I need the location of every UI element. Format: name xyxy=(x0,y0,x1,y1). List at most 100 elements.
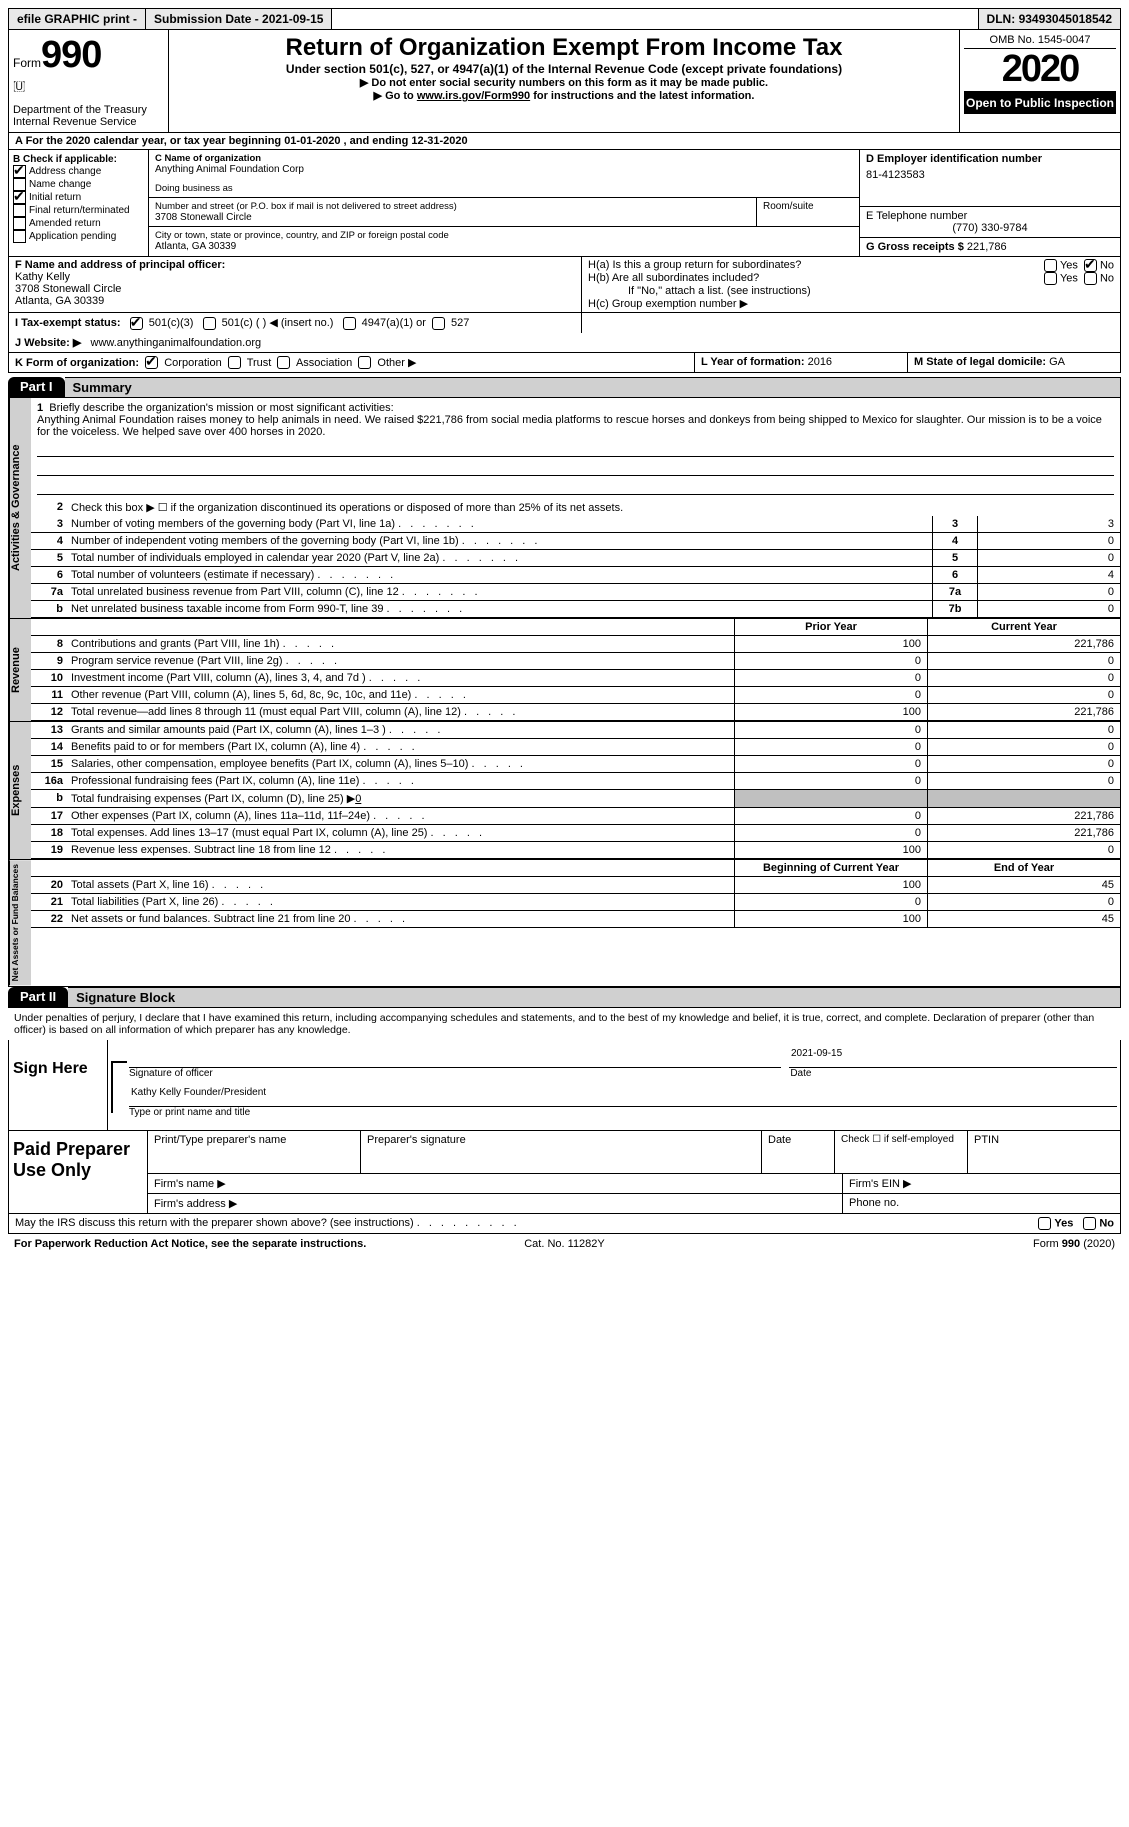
line-6-value: 4 xyxy=(977,567,1120,583)
cb-527[interactable]: 527 xyxy=(432,317,469,329)
line-4: Number of independent voting members of … xyxy=(67,533,932,549)
line-10-prior: 0 xyxy=(734,670,927,686)
submission-date: Submission Date - 2021-09-15 xyxy=(146,9,332,29)
cb-name-change[interactable]: Name change xyxy=(13,178,144,191)
ptin[interactable]: PTIN xyxy=(968,1131,1120,1173)
preparer-name[interactable]: Print/Type preparer's name xyxy=(148,1131,361,1173)
section-c: C Name of organization Anything Animal F… xyxy=(149,150,860,256)
form-subtitle-1: Under section 501(c), 527, or 4947(a)(1)… xyxy=(177,62,951,76)
line-9: Program service revenue (Part VIII, line… xyxy=(67,653,734,669)
preparer-signature[interactable]: Preparer's signature xyxy=(361,1131,762,1173)
h-b-yes[interactable]: Yes xyxy=(1044,272,1078,285)
h-b-note: If "No," attach a list. (see instruction… xyxy=(588,285,1114,297)
line-19: Revenue less expenses. Subtract line 18 … xyxy=(67,842,734,858)
signature-officer[interactable] xyxy=(129,1046,781,1068)
discuss-yes[interactable]: Yes xyxy=(1038,1217,1073,1230)
row-f-h: F Name and address of principal officer:… xyxy=(8,257,1121,313)
efile-label: efile GRAPHIC print - xyxy=(9,9,146,29)
discuss-no[interactable]: No xyxy=(1083,1217,1114,1230)
firm-ein[interactable]: Firm's EIN ▶ xyxy=(843,1174,1120,1193)
officer-title: Kathy Kelly Founder/President xyxy=(129,1085,1117,1107)
officer-street: 3708 Stonewall Circle xyxy=(15,283,575,295)
line-22: Net assets or fund balances. Subtract li… xyxy=(67,911,734,927)
line-19-prior: 100 xyxy=(734,842,927,858)
cb-initial-return[interactable]: Initial return xyxy=(13,191,144,204)
section-b: B Check if applicable: Address change Na… xyxy=(9,150,149,256)
mission-text: Anything Animal Foundation raises money … xyxy=(37,414,1102,438)
cb-self-employed[interactable]: Check ☐ if self-employed xyxy=(835,1131,968,1173)
row-i: I Tax-exempt status: 501(c)(3) 501(c) ( … xyxy=(8,313,1121,333)
cb-association[interactable]: Association xyxy=(277,357,352,369)
h-b-no[interactable]: No xyxy=(1084,272,1114,285)
form-word: Form xyxy=(13,56,41,70)
cb-final-return[interactable]: Final return/terminated xyxy=(13,204,144,217)
cb-address-change[interactable]: Address change xyxy=(13,165,144,178)
hdr-prior-year: Prior Year xyxy=(734,619,927,635)
line-13: Grants and similar amounts paid (Part IX… xyxy=(67,722,734,738)
line-5: Total number of individuals employed in … xyxy=(67,550,932,566)
h-a-yes[interactable]: Yes xyxy=(1044,259,1078,272)
part-2-header: Part II Signature Block xyxy=(8,987,1121,1007)
cb-4947[interactable]: 4947(a)(1) or xyxy=(343,317,426,329)
line-19-current: 0 xyxy=(927,842,1120,858)
dln: DLN: 93493045018542 xyxy=(979,9,1120,29)
line-10-current: 0 xyxy=(927,670,1120,686)
line-18-current: 221,786 xyxy=(927,825,1120,841)
officer-name: Kathy Kelly xyxy=(15,271,575,283)
h-a: H(a) Is this a group return for subordin… xyxy=(588,259,1044,272)
line-20-current: 45 xyxy=(927,877,1120,893)
page-footer: For Paperwork Reduction Act Notice, see … xyxy=(8,1234,1121,1254)
line-20-prior: 100 xyxy=(734,877,927,893)
line-9-current: 0 xyxy=(927,653,1120,669)
firm-phone[interactable]: Phone no. xyxy=(843,1194,1120,1213)
line-17-current: 221,786 xyxy=(927,808,1120,824)
cb-other[interactable]: Other ▶ xyxy=(358,357,416,369)
line-15: Salaries, other compensation, employee b… xyxy=(67,756,734,772)
line-10: Investment income (Part VIII, column (A)… xyxy=(67,670,734,686)
h-a-no[interactable]: No xyxy=(1084,259,1114,272)
line-16a-current: 0 xyxy=(927,773,1120,789)
penalty-statement: Under penalties of perjury, I declare th… xyxy=(8,1007,1121,1040)
firm-address[interactable]: Firm's address ▶ xyxy=(148,1194,843,1213)
omb-number: OMB No. 1545-0047 xyxy=(964,34,1116,49)
firm-name[interactable]: Firm's name ▶ xyxy=(148,1174,843,1193)
org-name: Anything Animal Foundation Corp xyxy=(155,164,853,175)
line-16a: Professional fundraising fees (Part IX, … xyxy=(67,773,734,789)
section-net-assets: Net Assets or Fund Balances xyxy=(9,860,31,985)
sign-here-block: Sign Here 2021-09-15 Signature of office… xyxy=(8,1040,1121,1131)
section-revenue: Revenue xyxy=(9,619,31,721)
line-3: Number of voting members of the governin… xyxy=(67,516,932,532)
year-formation: 2016 xyxy=(808,356,832,368)
officer-city: Atlanta, GA 30339 xyxy=(15,295,575,307)
h-b: H(b) Are all subordinates included? xyxy=(588,272,1044,285)
line-18: Total expenses. Add lines 13–17 (must eq… xyxy=(67,825,734,841)
gross-receipts: 221,786 xyxy=(967,241,1007,253)
line-8-prior: 100 xyxy=(734,636,927,652)
form-number: 990 xyxy=(41,34,101,76)
instructions-link[interactable]: www.irs.gov/Form990 xyxy=(417,90,530,102)
line-11-current: 0 xyxy=(927,687,1120,703)
cb-application-pending[interactable]: Application pending xyxy=(13,230,144,243)
cb-501c[interactable]: 501(c) ( ) ◀ (insert no.) xyxy=(203,317,334,329)
preparer-date[interactable]: Date xyxy=(762,1131,835,1173)
sign-date: 2021-09-15 xyxy=(789,1046,1117,1068)
cb-501c3[interactable]: 501(c)(3) xyxy=(130,317,194,329)
section-d-e-g: D Employer identification number 81-4123… xyxy=(860,150,1120,256)
open-inspection: Open to Public Inspection xyxy=(964,92,1116,114)
line-22-current: 45 xyxy=(927,911,1120,927)
irs-seal-icon: 🇺 xyxy=(13,77,164,94)
line-5-value: 0 xyxy=(977,550,1120,566)
cb-trust[interactable]: Trust xyxy=(228,357,272,369)
cb-amended-return[interactable]: Amended return xyxy=(13,217,144,230)
h-c: H(c) Group exemption number ▶ xyxy=(588,297,1114,310)
line-8-current: 221,786 xyxy=(927,636,1120,652)
line-16b: Total fundraising expenses (Part IX, col… xyxy=(67,790,734,807)
line-8: Contributions and grants (Part VIII, lin… xyxy=(67,636,734,652)
row-k-l-m: K Form of organization: Corporation Trus… xyxy=(8,353,1121,374)
line-6: Total number of volunteers (estimate if … xyxy=(67,567,932,583)
line-15-current: 0 xyxy=(927,756,1120,772)
irs-discuss-row: May the IRS discuss this return with the… xyxy=(8,1214,1121,1234)
line-17-prior: 0 xyxy=(734,808,927,824)
cb-corporation[interactable]: Corporation xyxy=(145,357,222,369)
line-2: Check this box ▶ ☐ if the organization d… xyxy=(67,499,1120,516)
